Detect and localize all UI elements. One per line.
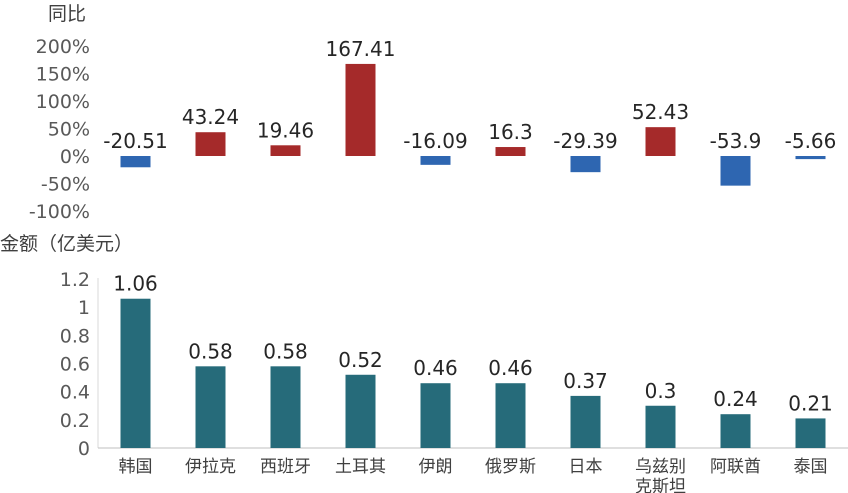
yoy-bars [120, 63, 826, 186]
yoy-y-tick-label: -50% [41, 174, 90, 196]
amount-data-label: 0.24 [713, 387, 758, 411]
yoy-data-label: 167.41 [326, 37, 396, 61]
category-label: 土耳其 [335, 457, 386, 477]
yoy-data-label: -29.39 [553, 129, 617, 153]
yoy-bar [495, 147, 526, 156]
amount-bar [495, 383, 526, 448]
yoy-bar [270, 145, 301, 156]
amount-data-label: 0.21 [788, 391, 833, 415]
amount-bar [720, 414, 751, 448]
category-label: 伊朗 [419, 457, 453, 477]
yoy-data-label: -53.9 [710, 129, 762, 153]
category-label: 克斯坦 [635, 477, 686, 493]
category-label: 西班牙 [260, 457, 311, 477]
category-label: 韩国 [119, 457, 153, 477]
amount-data-label: 0.52 [338, 348, 383, 372]
amount-bar [195, 366, 226, 448]
amount-y-tick-label: 0.2 [60, 410, 90, 432]
yoy-data-label: 52.43 [632, 100, 689, 124]
amount-chart: 金额（亿美元） 1.2 1 0.8 0.6 0.4 0.2 0 1.06 0.58 0.58 0.… [0, 233, 848, 493]
yoy-axis-title: 同比 [48, 3, 86, 25]
amount-y-tick-label: 0.8 [60, 325, 90, 347]
yoy-bar [420, 156, 451, 165]
yoy-data-label: 16.3 [488, 120, 533, 144]
amount-data-label: 0.46 [488, 356, 533, 380]
yoy-y-tick-label: 100% [36, 91, 90, 113]
amount-data-label: 0.58 [188, 339, 233, 363]
yoy-y-tick-label: -100% [29, 201, 90, 223]
amount-data-label: 0.58 [263, 339, 308, 363]
amount-y-tick-label: 1.2 [60, 269, 90, 291]
amount-y-tick-label: 0.4 [60, 382, 90, 404]
amount-axis-title: 金额（亿美元） [0, 233, 133, 255]
amount-bar [120, 298, 151, 448]
yoy-bar [120, 156, 151, 168]
amount-bar [570, 395, 601, 448]
yoy-data-label: 43.24 [182, 105, 239, 129]
yoy-y-ticks: 200% 150% 100% 50% 0% -50% -100% [29, 36, 90, 223]
yoy-data-label: -5.66 [785, 129, 837, 153]
yoy-data-labels: -20.51 43.24 19.46 167.41 -16.09 16.3 -29.39 52… [103, 37, 836, 153]
amount-y-ticks: 1.2 1 0.8 0.6 0.4 0.2 0 [60, 269, 90, 460]
amount-bar [420, 383, 451, 448]
yoy-data-label: -16.09 [403, 129, 467, 153]
amount-y-tick-label: 0.6 [60, 354, 90, 376]
category-label: 伊拉克 [185, 457, 236, 477]
category-label: 乌兹别 [635, 457, 686, 477]
amount-bar [270, 366, 301, 448]
amount-bar [795, 418, 826, 448]
amount-data-label: 0.46 [413, 356, 458, 380]
amount-data-label: 1.06 [113, 272, 158, 296]
yoy-y-tick-label: 200% [36, 36, 90, 58]
amount-data-label: 0.3 [645, 379, 677, 403]
amount-bars [120, 298, 826, 448]
category-label: 泰国 [794, 457, 828, 477]
yoy-data-label: 19.46 [257, 118, 314, 142]
yoy-y-tick-label: 0% [60, 146, 90, 168]
yoy-data-label: -20.51 [103, 129, 167, 153]
amount-bar [345, 374, 376, 448]
yoy-bar [570, 156, 601, 173]
yoy-bar [795, 156, 826, 160]
amount-bar [645, 405, 676, 448]
category-label: 阿联酋 [710, 457, 761, 477]
yoy-y-tick-label: 50% [48, 119, 90, 141]
amount-y-tick-label: 0 [78, 438, 90, 460]
yoy-bar [345, 63, 376, 156]
yoy-bar [720, 156, 751, 186]
amount-data-label: 0.37 [563, 369, 608, 393]
category-label: 日本 [569, 457, 603, 477]
amount-data-labels: 1.06 0.58 0.58 0.52 0.46 0.46 0.37 0.3 0.24 0.21 [113, 272, 833, 416]
yoy-bar [645, 127, 676, 156]
category-label: 俄罗斯 [485, 457, 536, 477]
yoy-chart: 同比 200% 150% 100% 50% 0% -50% -100% -20.51 43.2… [29, 3, 837, 223]
amount-y-tick-label: 1 [78, 297, 90, 319]
yoy-bar [195, 132, 226, 156]
yoy-y-tick-label: 150% [36, 64, 90, 86]
